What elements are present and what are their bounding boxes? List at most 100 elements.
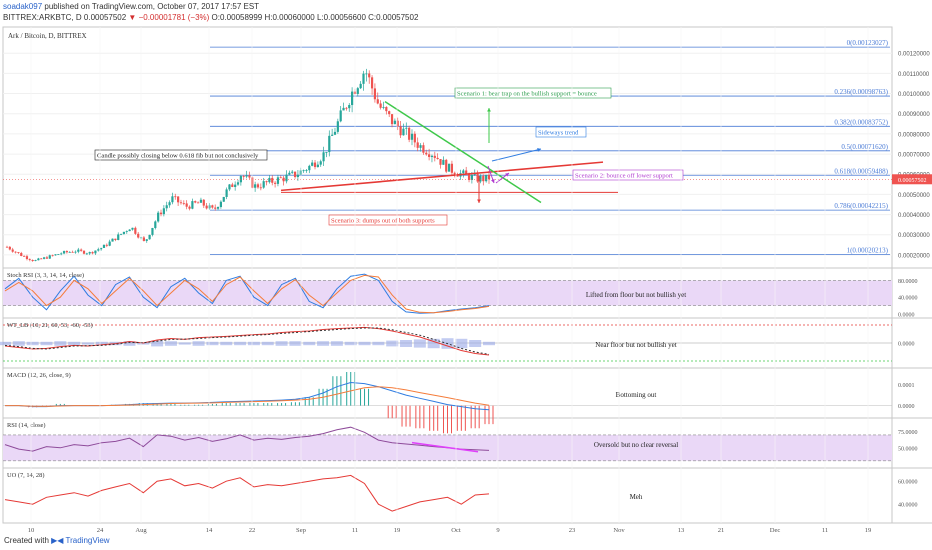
time-tick-label: 9 <box>496 527 500 534</box>
candle-body <box>62 251 66 254</box>
candle-body <box>311 162 314 166</box>
candle-body <box>273 182 277 184</box>
wt-hist-bar <box>178 342 191 345</box>
time-tick-label: 14 <box>206 527 213 534</box>
candle-body <box>288 172 291 175</box>
candle-body <box>370 77 374 89</box>
wt-hist-bar <box>413 339 426 348</box>
indicator-title: UO (7, 14, 28) <box>7 472 44 479</box>
candle-body <box>345 107 348 109</box>
candle-body <box>428 154 431 157</box>
wt-hist-bar <box>372 341 385 346</box>
candle-body <box>194 201 197 203</box>
candle-body <box>447 163 451 172</box>
candle-body <box>159 212 163 215</box>
tradingview-link[interactable]: TradingView <box>65 536 110 545</box>
price-tick-label: 0.00090000 <box>898 112 930 118</box>
candle-body <box>199 199 203 203</box>
author-link[interactable]: soadak097 <box>3 2 43 11</box>
main-series-title: Ark / Bitcoin, D, BITTREX <box>8 32 87 40</box>
candle-body <box>177 196 180 203</box>
candle-body <box>439 159 442 165</box>
candle-body <box>182 203 185 204</box>
indicator-title: Stoch RSI (3, 3, 14, 14, close) <box>7 272 84 279</box>
indicator-annotation: Meh <box>630 493 643 501</box>
symbol: BITTREX:ARKBTC, D <box>3 13 82 22</box>
indicator-series-line <box>4 426 490 452</box>
candle-body <box>188 206 191 209</box>
candle-body <box>308 165 311 171</box>
candle-body <box>148 234 151 240</box>
indicator-series-line <box>4 326 490 356</box>
time-tick-label: Sep <box>296 527 307 534</box>
wt-hist-bar <box>427 338 440 349</box>
candle-body <box>216 207 220 209</box>
candle-body <box>396 120 399 127</box>
scenario-3-label: Scenario 3: dumps out of both supports <box>331 218 435 225</box>
candle-body <box>162 208 165 215</box>
candle-body <box>48 255 51 259</box>
wt-hist-bar <box>303 341 316 346</box>
wt-hist-bar <box>330 341 343 346</box>
candle-body <box>379 103 382 108</box>
price-tick-label: 0.00040000 <box>898 213 930 219</box>
candle-body <box>410 133 414 140</box>
candle-body <box>265 181 268 183</box>
candle-body <box>94 250 97 254</box>
candle-body <box>151 228 154 235</box>
candle-body <box>353 91 357 94</box>
candle-body <box>482 175 485 182</box>
candles <box>5 68 491 262</box>
wt-hist-bar <box>68 341 81 346</box>
candle-body <box>97 249 100 251</box>
wt-hist-bar <box>95 341 108 346</box>
candle-body <box>8 246 11 250</box>
indicator-series-line <box>4 327 490 355</box>
wt-hist-bar <box>0 341 11 346</box>
candle-body <box>399 126 402 136</box>
candle-body <box>479 175 482 182</box>
candle-body <box>5 246 9 248</box>
last-price: 0.00057502 <box>83 13 127 22</box>
wt-hist-bar <box>151 340 164 347</box>
candle-body <box>430 155 434 157</box>
candle-body <box>356 88 359 94</box>
candle-body <box>234 184 237 188</box>
candle-body <box>359 83 362 89</box>
plot-frame <box>2 26 893 524</box>
candle-body <box>336 121 339 132</box>
down-arrow-icon: ▼ <box>128 13 137 22</box>
candle-body <box>333 131 337 135</box>
wt-hist-bar <box>400 340 413 347</box>
candle-body <box>285 174 288 182</box>
indicator-tick-label: 80.0000 <box>898 279 918 285</box>
wt-hist-bar <box>483 341 495 346</box>
time-tick-label: 11 <box>352 527 358 534</box>
candle-body <box>470 174 473 180</box>
candle-body <box>60 253 63 255</box>
candle-body <box>245 175 248 177</box>
candle-body <box>467 174 471 180</box>
wt-hist-bar <box>12 341 25 346</box>
candle-body <box>402 128 405 136</box>
candle-body <box>382 106 385 108</box>
candle-body <box>422 145 425 153</box>
candle-body <box>74 251 77 253</box>
time-tick-label: 21 <box>718 527 725 534</box>
candle-body <box>51 255 54 257</box>
scenario-2-arrow-down <box>487 165 495 184</box>
sideways-trend-label: Sideways trend <box>538 130 579 137</box>
indicator-title: MACD (12, 26, close, 9) <box>7 372 71 379</box>
wt-hist-bar <box>344 341 357 346</box>
wt-hist-bar <box>109 341 122 346</box>
candle-body <box>80 249 83 251</box>
candle-body <box>214 207 217 209</box>
descending-trendline <box>384 100 542 204</box>
candle-body <box>433 155 436 158</box>
candle-body <box>450 163 454 173</box>
candle-body <box>259 187 262 189</box>
wt-hist-bar <box>164 341 177 346</box>
candle-body <box>11 249 14 252</box>
